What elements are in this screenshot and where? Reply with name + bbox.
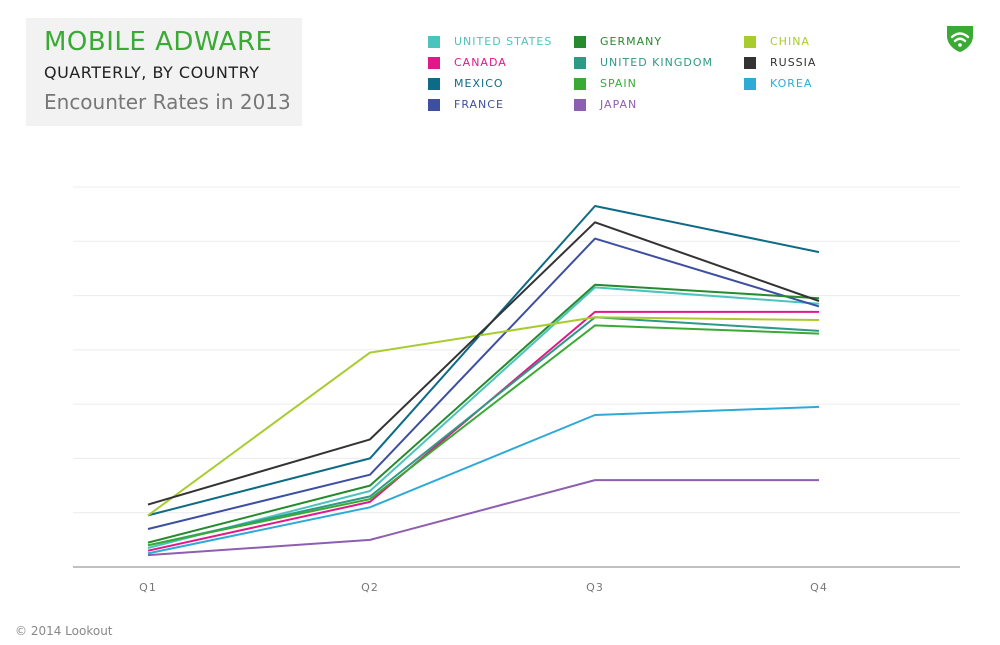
legend-swatch [428,56,440,69]
legend-label: UNITED KINGDOM [600,56,713,69]
series-line-japan [147,479,819,557]
legend-label: UNITED STATES [454,35,553,48]
legend-swatch [428,77,440,90]
legend-label: GERMANY [600,35,663,48]
legend-swatch [574,56,586,69]
legend-label: RUSSIA [770,56,817,69]
legend-label: MEXICO [454,77,504,90]
chart-legend: UNITED STATES CANADA MEXICO FRANCE GERMANY UN… [428,35,848,121]
legend-swatch [744,56,756,69]
title-box: MOBILE ADWARE QUARTERLY, BY COUNTRY Enco… [26,18,302,126]
legend-swatch [428,98,440,111]
legend-item: MEXICO [428,77,504,90]
legend-item: SPAIN [574,77,637,90]
legend-label: KOREA [770,77,813,90]
x-tick-label: Q4 [810,581,828,594]
legend-item: UNITED STATES [428,35,552,48]
series-line-china [147,316,820,517]
x-tick-label: Q1 [139,581,157,594]
series-line-mexico [147,205,820,517]
series-line-spain [147,324,820,547]
legend-item: GERMANY [574,35,662,48]
series-line-germany [147,283,820,544]
chart-subtitle: QUARTERLY, BY COUNTRY [44,63,260,82]
copyright: © 2014 Lookout [15,624,113,638]
chart-title: MOBILE ADWARE [44,27,273,57]
legend-swatch [574,77,586,90]
legend-label: JAPAN [600,98,638,111]
x-tick-label: Q2 [361,581,379,594]
series-line-france [147,237,820,530]
legend-item: KOREA [744,77,812,90]
legend-label: SPAIN [600,77,637,90]
legend-swatch [574,98,586,111]
legend-label: CHINA [770,35,810,48]
chart-caption: Encounter Rates in 2013 [44,90,291,114]
series-line-canada [147,310,819,552]
legend-label: CANADA [454,56,507,69]
legend-item: RUSSIA [744,56,816,69]
legend-item: UNITED KINGDOM [574,56,713,69]
series-line-russia [147,221,820,506]
series-line-united-states [147,286,820,549]
series-line-united-kingdom [147,316,820,547]
legend-swatch [744,35,756,48]
x-tick-label: Q3 [586,581,604,594]
legend-label: FRANCE [454,98,504,111]
legend-swatch [574,35,586,48]
series-line-korea [147,405,820,555]
legend-item: CHINA [744,35,810,48]
lookout-shield-icon [947,26,973,52]
legend-item: JAPAN [574,98,637,111]
legend-item: FRANCE [428,98,504,111]
legend-swatch [428,35,440,48]
legend-item: CANADA [428,56,507,69]
legend-swatch [744,77,756,90]
